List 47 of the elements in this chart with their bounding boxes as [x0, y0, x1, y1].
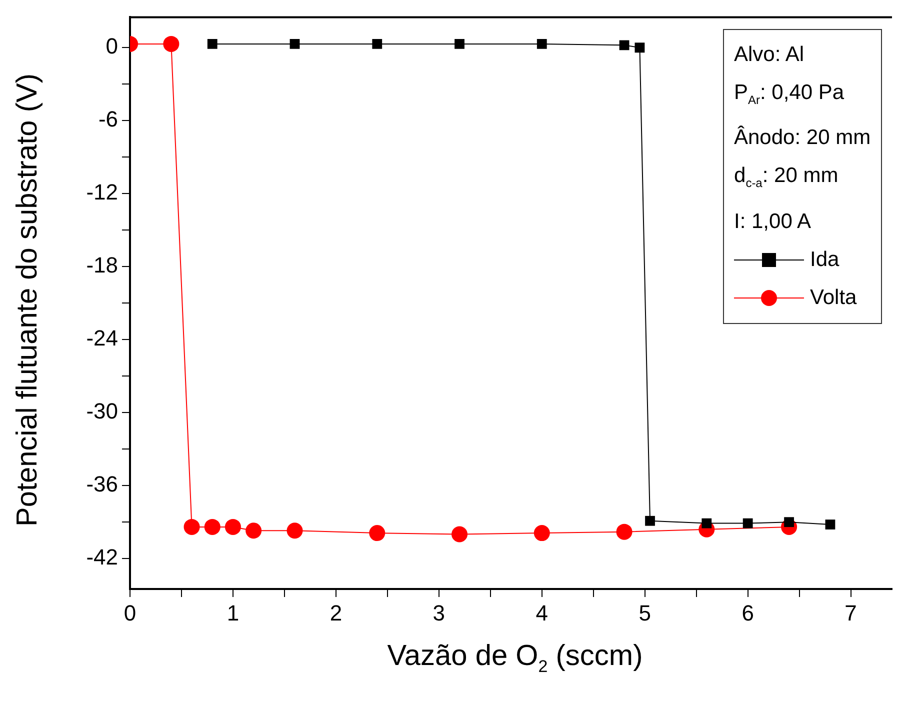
x-tick-label: 2 — [330, 600, 342, 626]
y-tick-label: -30 — [86, 398, 118, 424]
point — [184, 518, 200, 535]
y-tick-label: -12 — [86, 180, 118, 205]
point — [702, 518, 712, 528]
x-tick-label: 7 — [844, 600, 857, 626]
point — [634, 42, 645, 53]
point — [452, 526, 468, 542]
y-axis-title: Potencial flutuante do substrato (V) — [12, 74, 44, 526]
point — [246, 522, 262, 539]
point — [645, 516, 655, 526]
point — [224, 518, 241, 535]
annotation: P$_{Ar}$: 0,40 Pa — [734, 80, 846, 110]
point — [825, 520, 836, 530]
y-tick-label: -6 — [98, 106, 118, 132]
y-tick-label: -42 — [86, 544, 118, 570]
x-tick-label: 1 — [226, 600, 240, 626]
point — [372, 39, 382, 49]
annotation: d$_{c-a}$: 20 mm — [734, 163, 840, 193]
annotation: Alvo: Al — [734, 42, 806, 68]
point — [290, 39, 300, 49]
point — [536, 39, 547, 49]
y-tick-label: -24 — [86, 326, 118, 351]
point — [207, 39, 218, 49]
x-tick-label: 6 — [742, 600, 754, 626]
x-tick-label: 0 — [124, 600, 136, 626]
point — [619, 40, 630, 50]
legend-label: Ida — [810, 246, 840, 273]
point — [204, 518, 220, 535]
y-tick-label: -36 — [86, 472, 118, 497]
point — [534, 525, 550, 542]
x-tick-label: 3 — [432, 600, 446, 626]
point — [369, 525, 386, 542]
y-tick-label: 0 — [106, 34, 118, 59]
x-tick-label: 4 — [536, 600, 548, 626]
annotation: Ânodo: 20 mm — [734, 124, 871, 152]
annotation: I: 1,00 A — [734, 208, 812, 235]
y-tick-label: -18 — [86, 252, 118, 278]
point — [742, 518, 753, 528]
point — [784, 517, 794, 528]
x-tick-label: 5 — [638, 600, 651, 626]
point — [286, 522, 303, 539]
point — [163, 36, 180, 52]
point — [454, 39, 464, 49]
x-axis-title: Vazão de O$_{2}$ (sccm) — [386, 640, 644, 677]
legend-label: Volta — [810, 284, 857, 311]
point — [616, 524, 632, 540]
